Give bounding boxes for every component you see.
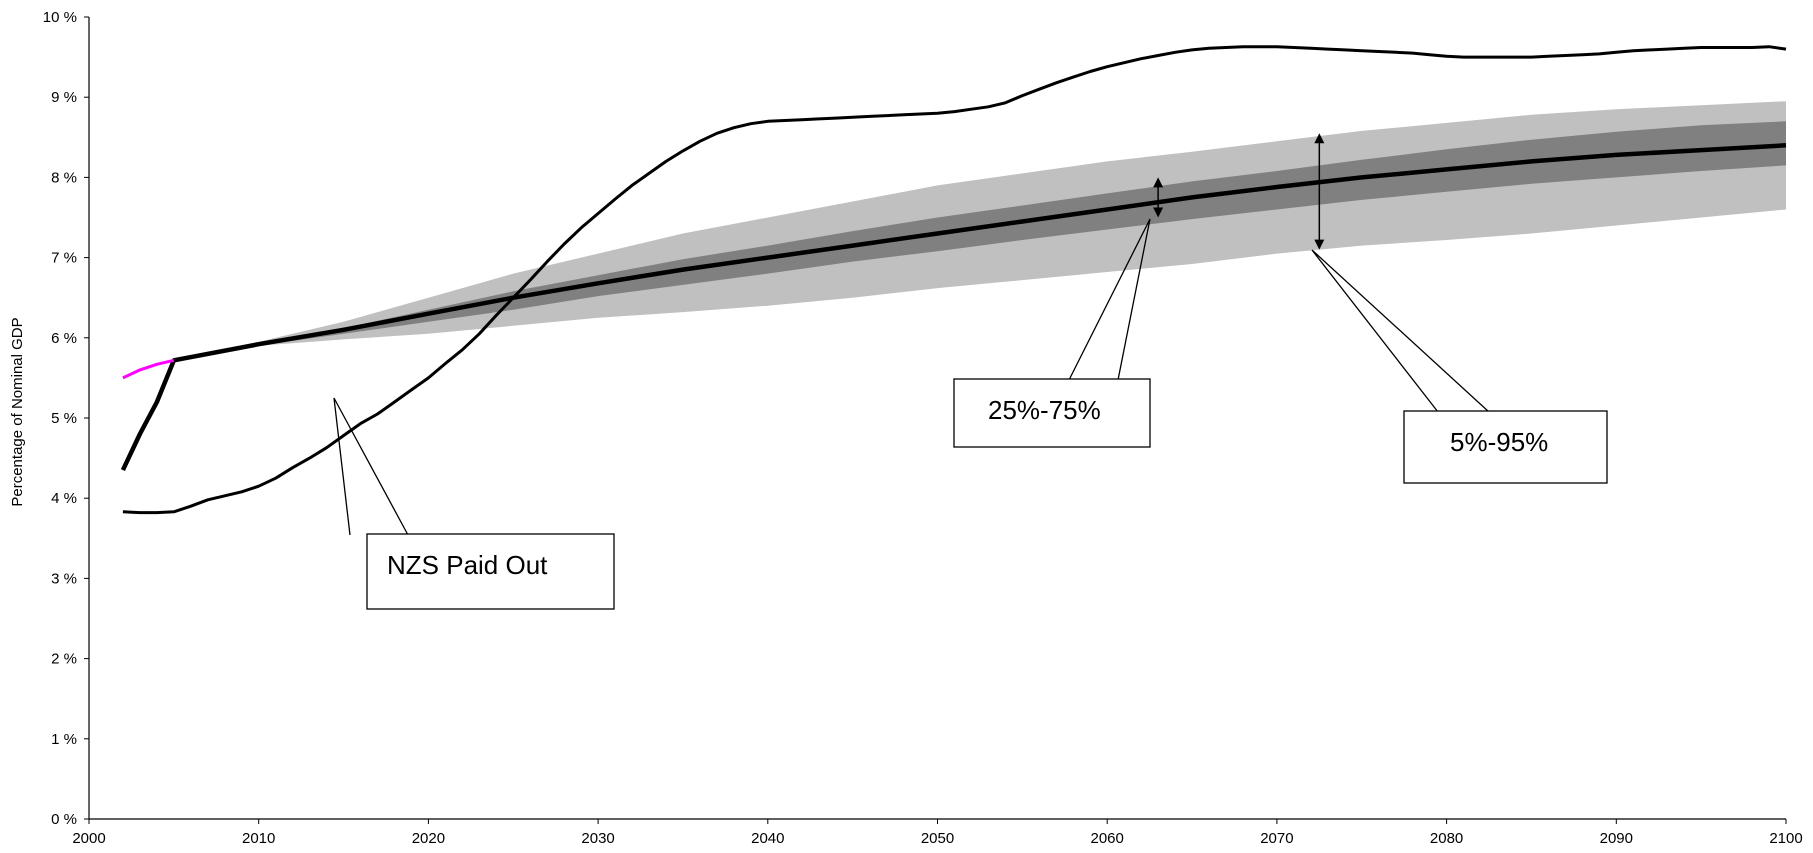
callout-iqr-leader bbox=[1068, 218, 1151, 381]
band-25-75 bbox=[173, 121, 1786, 361]
range-arrow-iqr-top-head bbox=[1153, 177, 1164, 188]
confidence-bands bbox=[173, 101, 1786, 361]
y-tick-label-5: 5 % bbox=[51, 410, 77, 427]
x-tick-label-2050: 2050 bbox=[921, 830, 954, 847]
x-tick-label-2020: 2020 bbox=[412, 830, 445, 847]
range-arrow-iqr-bottom-head bbox=[1153, 207, 1164, 218]
series-nzs-paid-out-line bbox=[122, 45, 1787, 515]
y-tick-label-4: 4 % bbox=[51, 490, 77, 507]
callout-nzs-label: NZS Paid Out bbox=[387, 550, 548, 580]
y-tick-label-1: 1 % bbox=[51, 731, 77, 748]
series-history-line bbox=[122, 358, 175, 380]
y-axis-title: Percentage of Nominal GDP bbox=[9, 317, 26, 506]
callout-wide-box bbox=[1403, 410, 1608, 484]
x-tick-label-2010: 2010 bbox=[242, 830, 275, 847]
callout-iqr-label: 25%-75% bbox=[988, 395, 1101, 425]
y-tick-label-2: 2 % bbox=[51, 651, 77, 668]
range-arrow-wide-bottom-head bbox=[1314, 239, 1325, 250]
callout-nzs-leader bbox=[333, 397, 409, 536]
y-tick-label-8: 8 % bbox=[51, 169, 77, 186]
x-tick-label-2080: 2080 bbox=[1430, 830, 1463, 847]
callout-iqr-box bbox=[953, 378, 1151, 448]
x-tick-label-2100: 2100 bbox=[1769, 830, 1802, 847]
y-tick-label-7: 7 % bbox=[51, 250, 77, 267]
x-tick-label-2040: 2040 bbox=[751, 830, 784, 847]
series-lines bbox=[120, 45, 1787, 515]
range-arrow-wide-top-head bbox=[1314, 133, 1325, 144]
callouts: NZS Paid Out 25%-75% 5%-95% bbox=[333, 218, 1608, 610]
x-tick-label-2060: 2060 bbox=[1091, 830, 1124, 847]
y-tick-label-6: 6 % bbox=[51, 330, 77, 347]
range-arrows bbox=[1153, 133, 1325, 250]
callout-wide-label: 5%-95% bbox=[1450, 427, 1548, 457]
axis-ticks: 0 % 1 % 2 % 3 % 4 % 5 % 6 % 7 % 8 % 9 % 10 % 2000 20… bbox=[43, 9, 1803, 847]
x-tick-label-2070: 2070 bbox=[1260, 830, 1293, 847]
x-tick-label-2030: 2030 bbox=[581, 830, 614, 847]
x-tick-label-2090: 2090 bbox=[1600, 830, 1633, 847]
y-tick-label-9: 9 % bbox=[51, 89, 77, 106]
x-tick-label-2000: 2000 bbox=[72, 830, 105, 847]
y-tick-label-0: 0 % bbox=[51, 811, 77, 828]
series-median-line bbox=[120, 143, 1787, 472]
y-tick-label-10: 10 % bbox=[43, 9, 77, 26]
callout-wide-leader bbox=[1311, 249, 1490, 413]
y-tick-label-3: 3 % bbox=[51, 570, 77, 587]
callout-nzs-box bbox=[366, 533, 615, 610]
